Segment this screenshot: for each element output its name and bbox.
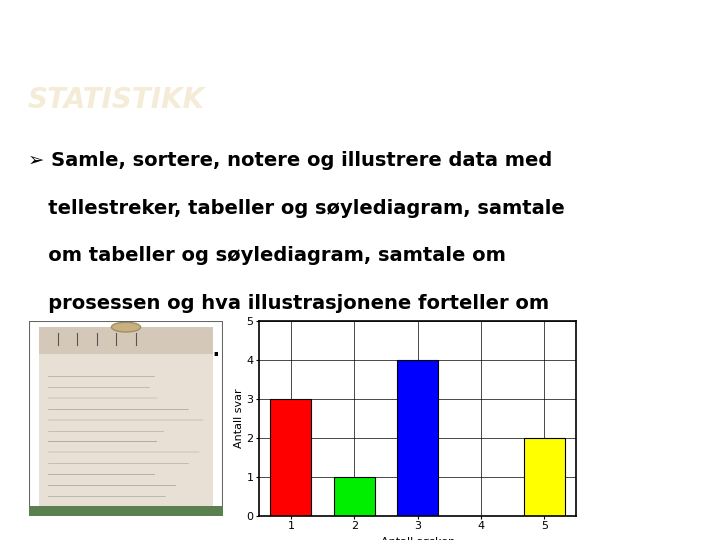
Bar xyxy=(39,354,213,506)
X-axis label: Antall søsken: Antall søsken xyxy=(381,537,454,540)
Bar xyxy=(270,399,312,516)
Text: datamaterialet.: datamaterialet. xyxy=(28,341,220,360)
Text: ➢ Samle, sortere, notere og illustrere data med: ➢ Samle, sortere, notere og illustrere d… xyxy=(28,151,552,170)
Bar xyxy=(523,438,565,516)
Text: prosessen og hva illustrasjonene forteller om: prosessen og hva illustrasjonene fortell… xyxy=(28,294,549,313)
Y-axis label: Antall svar: Antall svar xyxy=(234,389,244,448)
Ellipse shape xyxy=(112,322,140,332)
Bar xyxy=(397,360,438,516)
Text: tellestreker, tabeller og søylediagram, samtale: tellestreker, tabeller og søylediagram, … xyxy=(28,199,564,218)
Text: STATISTIKK: STATISTIKK xyxy=(28,86,205,114)
Bar xyxy=(333,477,375,516)
Bar xyxy=(39,327,213,356)
Bar xyxy=(29,506,223,516)
Text: om tabeller og søylediagram, samtale om: om tabeller og søylediagram, samtale om xyxy=(28,246,506,265)
